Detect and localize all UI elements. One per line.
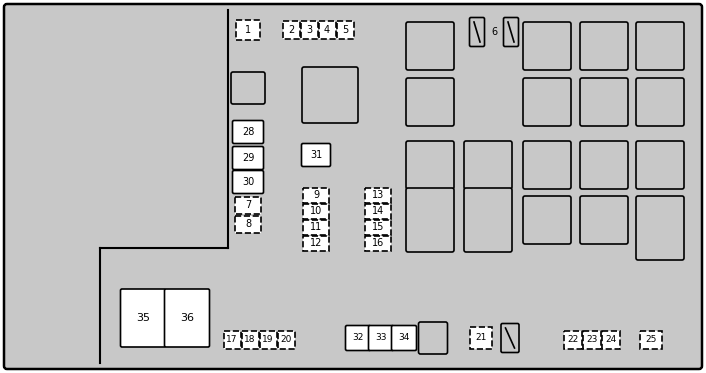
Text: 14: 14 (372, 206, 384, 216)
FancyBboxPatch shape (164, 289, 210, 347)
FancyBboxPatch shape (406, 78, 454, 126)
Text: 29: 29 (242, 153, 254, 163)
Bar (303, 235, 329, 251)
FancyBboxPatch shape (523, 196, 571, 244)
Bar (470, 327, 492, 349)
Text: 36: 36 (180, 313, 194, 323)
Bar (282, 21, 299, 39)
Bar (303, 219, 329, 235)
FancyBboxPatch shape (501, 323, 519, 352)
Bar (337, 21, 354, 39)
FancyBboxPatch shape (301, 144, 330, 166)
FancyBboxPatch shape (523, 141, 571, 189)
Bar (303, 204, 329, 219)
Text: 32: 32 (352, 333, 364, 342)
Text: 1: 1 (245, 25, 251, 35)
Text: 21: 21 (475, 333, 486, 342)
FancyBboxPatch shape (392, 326, 417, 351)
FancyBboxPatch shape (121, 289, 165, 347)
Bar (318, 21, 335, 39)
Text: 33: 33 (376, 333, 387, 342)
Text: 5: 5 (342, 25, 348, 35)
Text: 10: 10 (310, 206, 322, 216)
FancyBboxPatch shape (523, 78, 571, 126)
Bar (235, 197, 261, 213)
FancyBboxPatch shape (636, 196, 684, 260)
Text: 28: 28 (242, 127, 254, 137)
FancyBboxPatch shape (464, 141, 512, 189)
Text: 9: 9 (313, 190, 319, 200)
FancyBboxPatch shape (503, 18, 518, 47)
FancyBboxPatch shape (636, 141, 684, 189)
Bar (224, 331, 241, 349)
FancyBboxPatch shape (302, 67, 358, 123)
Text: 3: 3 (306, 25, 312, 35)
Text: 12: 12 (310, 238, 322, 248)
Bar (365, 219, 391, 235)
FancyBboxPatch shape (636, 22, 684, 70)
FancyBboxPatch shape (406, 141, 454, 189)
Text: 20: 20 (280, 335, 292, 345)
Text: 17: 17 (226, 335, 238, 345)
FancyBboxPatch shape (345, 326, 371, 351)
Bar (365, 235, 391, 251)
FancyBboxPatch shape (232, 120, 263, 144)
Text: 16: 16 (372, 238, 384, 248)
FancyBboxPatch shape (636, 78, 684, 126)
FancyBboxPatch shape (406, 22, 454, 70)
Text: 6: 6 (491, 27, 497, 37)
Bar (236, 20, 260, 40)
Text: 30: 30 (242, 177, 254, 187)
Text: 7: 7 (245, 200, 251, 210)
FancyBboxPatch shape (469, 18, 484, 47)
Text: 18: 18 (244, 335, 256, 345)
Bar (260, 331, 277, 349)
FancyBboxPatch shape (580, 22, 628, 70)
Text: 25: 25 (645, 335, 657, 345)
Text: 11: 11 (310, 222, 322, 232)
FancyBboxPatch shape (580, 141, 628, 189)
Text: 34: 34 (398, 333, 409, 342)
FancyBboxPatch shape (231, 72, 265, 104)
Bar (365, 188, 391, 203)
FancyBboxPatch shape (4, 4, 702, 369)
Text: 2: 2 (288, 25, 294, 35)
FancyBboxPatch shape (406, 188, 454, 252)
FancyBboxPatch shape (232, 170, 263, 194)
Text: 13: 13 (372, 190, 384, 200)
Bar (277, 331, 294, 349)
FancyBboxPatch shape (369, 326, 393, 351)
FancyBboxPatch shape (419, 322, 448, 354)
FancyBboxPatch shape (580, 78, 628, 126)
Bar (241, 331, 258, 349)
Bar (365, 204, 391, 219)
Text: 4: 4 (324, 25, 330, 35)
Text: 19: 19 (262, 335, 274, 345)
Text: 8: 8 (245, 219, 251, 229)
Text: 24: 24 (605, 335, 616, 345)
Text: 23: 23 (586, 335, 598, 345)
Bar (303, 188, 329, 203)
FancyBboxPatch shape (232, 147, 263, 169)
Text: 35: 35 (136, 313, 150, 323)
Text: 22: 22 (568, 335, 579, 345)
Bar (564, 331, 582, 349)
Bar (583, 331, 601, 349)
Text: 15: 15 (372, 222, 384, 232)
Text: 31: 31 (310, 150, 322, 160)
Bar (602, 331, 620, 349)
Bar (640, 331, 662, 349)
Bar (301, 21, 318, 39)
FancyBboxPatch shape (523, 22, 571, 70)
Bar (235, 216, 261, 232)
FancyBboxPatch shape (580, 196, 628, 244)
FancyBboxPatch shape (464, 188, 512, 252)
